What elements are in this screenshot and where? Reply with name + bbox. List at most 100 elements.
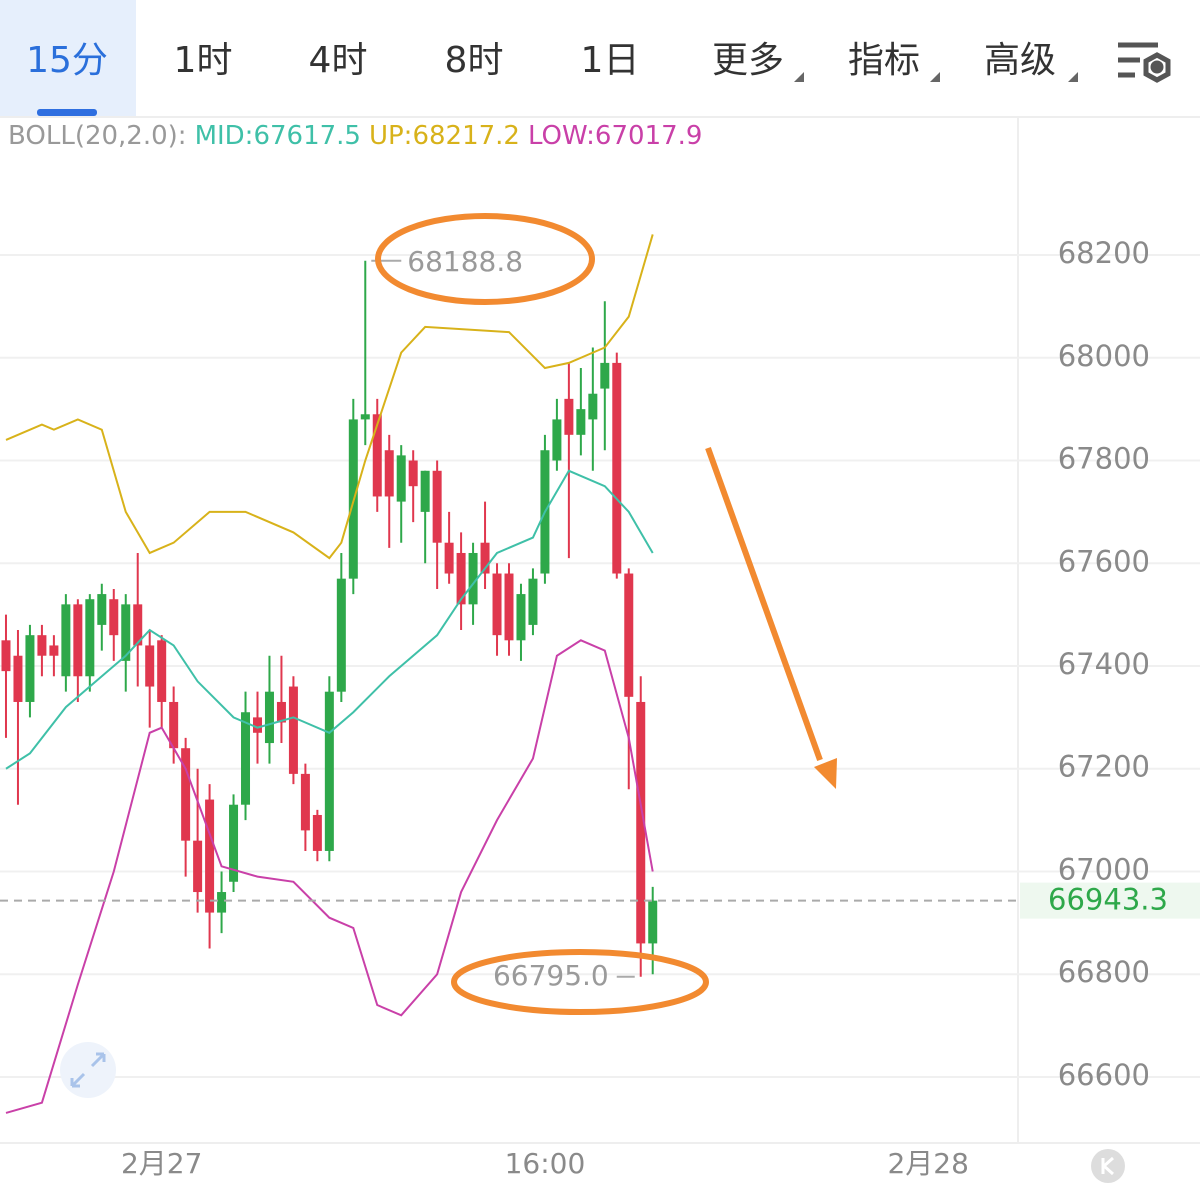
- candle-body: [372, 414, 382, 497]
- candle-body: [408, 460, 418, 487]
- candle-body: [169, 701, 179, 749]
- timeframe-tab[interactable]: 更多: [712, 40, 784, 81]
- y-tick-label: 66800: [1058, 955, 1150, 989]
- candle-body: [241, 712, 251, 805]
- candle-body: [444, 542, 454, 574]
- candle-body: [648, 900, 658, 944]
- candle-body: [217, 892, 227, 913]
- trend-arrow: [705, 446, 823, 762]
- expand-button[interactable]: [60, 1042, 116, 1098]
- highlight-ellipse: [451, 949, 709, 1015]
- candle-body: [97, 594, 107, 625]
- timeframe-tab[interactable]: 高级: [984, 40, 1056, 81]
- dropdown-icon: [930, 72, 940, 82]
- boll-line: [5, 639, 654, 1114]
- candle-body: [193, 840, 203, 893]
- y-tick-label: 66600: [1058, 1058, 1150, 1092]
- legend-entry: LOW:67017.9: [528, 121, 702, 151]
- candle-body: [504, 573, 514, 641]
- dropdown-icon: [1068, 72, 1078, 82]
- indicator-name: BOLL(20,2.0):: [8, 121, 187, 151]
- y-tick-label: 68200: [1058, 236, 1150, 270]
- candle-body: [588, 393, 598, 420]
- timeframe-tab[interactable]: 15分: [26, 40, 108, 81]
- candle-body: [145, 645, 155, 687]
- candle-body: [300, 773, 310, 831]
- settings-icon[interactable]: [1118, 42, 1171, 83]
- last-price-bg: [1020, 882, 1200, 919]
- timeframe-tab[interactable]: 4时: [309, 40, 368, 81]
- candle-body: [624, 573, 634, 697]
- candle-body: [13, 655, 23, 702]
- candle-body: [181, 748, 191, 841]
- candle-body: [612, 362, 622, 574]
- timeframe-tab[interactable]: 指标: [848, 40, 920, 81]
- candle-body: [336, 578, 346, 692]
- candle-body: [37, 635, 47, 656]
- candle-body: [396, 455, 406, 502]
- candle-body: [528, 578, 538, 625]
- candle-body: [229, 804, 239, 882]
- y-tick-label: 67200: [1058, 750, 1150, 784]
- candle-body: [468, 552, 478, 605]
- y-tick-label: 67000: [1058, 852, 1150, 886]
- candle-body: [600, 362, 610, 389]
- candle-body: [636, 701, 646, 944]
- candle-body: [61, 604, 71, 677]
- candle-body: [360, 414, 370, 420]
- x-tick-label: 2月28: [887, 1147, 968, 1180]
- x-tick-label: 16:00: [505, 1147, 586, 1180]
- min-marker-label: 66795.0: [493, 959, 609, 992]
- indicator-legend: BOLL(20,2.0): MID:67617.5 UP:68217.2 LOW:67…: [8, 121, 702, 151]
- candle-body: [420, 470, 430, 512]
- candle-body: [157, 640, 167, 702]
- candle-body: [480, 542, 490, 574]
- candle-body: [456, 552, 466, 605]
- candle-body: [73, 604, 83, 677]
- candle-body: [552, 419, 562, 461]
- x-tick-label: 2月27: [121, 1147, 202, 1180]
- y-tick-label: 67600: [1058, 544, 1150, 578]
- boll-line: [5, 234, 654, 560]
- candle-body: [492, 573, 502, 636]
- candle-body: [564, 398, 574, 435]
- candle-body: [312, 814, 322, 851]
- kline-icon: [1101, 1156, 1114, 1176]
- candle-body: [276, 701, 286, 723]
- selected-tab-bg: [0, 0, 136, 116]
- candle-body: [85, 599, 95, 677]
- candle-body: [205, 799, 215, 913]
- timeframe-tab[interactable]: 8时: [445, 40, 504, 81]
- max-marker-label: 68188.8: [407, 245, 523, 278]
- dropdown-icon: [794, 72, 804, 82]
- candle-body: [25, 635, 35, 702]
- candle-body: [432, 470, 442, 543]
- candle-body: [288, 686, 298, 774]
- timeframe-tab[interactable]: 1日: [581, 40, 640, 81]
- highlight-ellipse: [375, 213, 595, 305]
- candle-body: [121, 604, 131, 661]
- candle-body: [133, 604, 143, 646]
- candle-body: [324, 691, 334, 851]
- trend-arrow-head: [814, 758, 837, 789]
- legend-entry: UP:68217.2: [369, 121, 520, 151]
- y-tick-label: 67800: [1058, 442, 1150, 476]
- legend-entry: MID:67617.5: [195, 121, 361, 151]
- candle-body: [576, 409, 586, 435]
- candle-body: [109, 599, 119, 636]
- last-price-label: 66943.3: [1048, 883, 1168, 917]
- candle-body: [516, 594, 526, 641]
- candle-body: [264, 691, 274, 744]
- candle-body: [252, 717, 262, 733]
- y-tick-label: 67400: [1058, 647, 1150, 681]
- candle-body: [49, 645, 59, 656]
- candle-body: [384, 450, 394, 497]
- timeframe-tab[interactable]: 1时: [174, 40, 233, 81]
- y-tick-label: 68000: [1058, 339, 1150, 373]
- selected-tab-indicator: [37, 109, 97, 116]
- expand-icon: [70, 1052, 106, 1088]
- kline-toggle[interactable]: [1091, 1149, 1125, 1183]
- candle-body: [1, 640, 11, 672]
- boll-line: [5, 469, 654, 770]
